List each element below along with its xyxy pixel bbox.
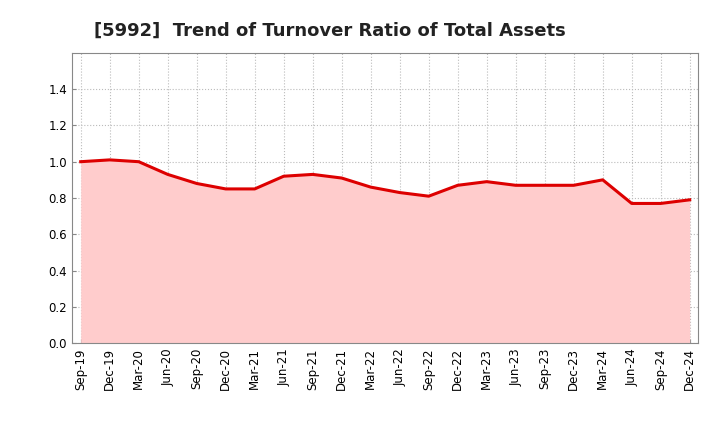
Text: [5992]  Trend of Turnover Ratio of Total Assets: [5992] Trend of Turnover Ratio of Total … [94, 22, 565, 40]
